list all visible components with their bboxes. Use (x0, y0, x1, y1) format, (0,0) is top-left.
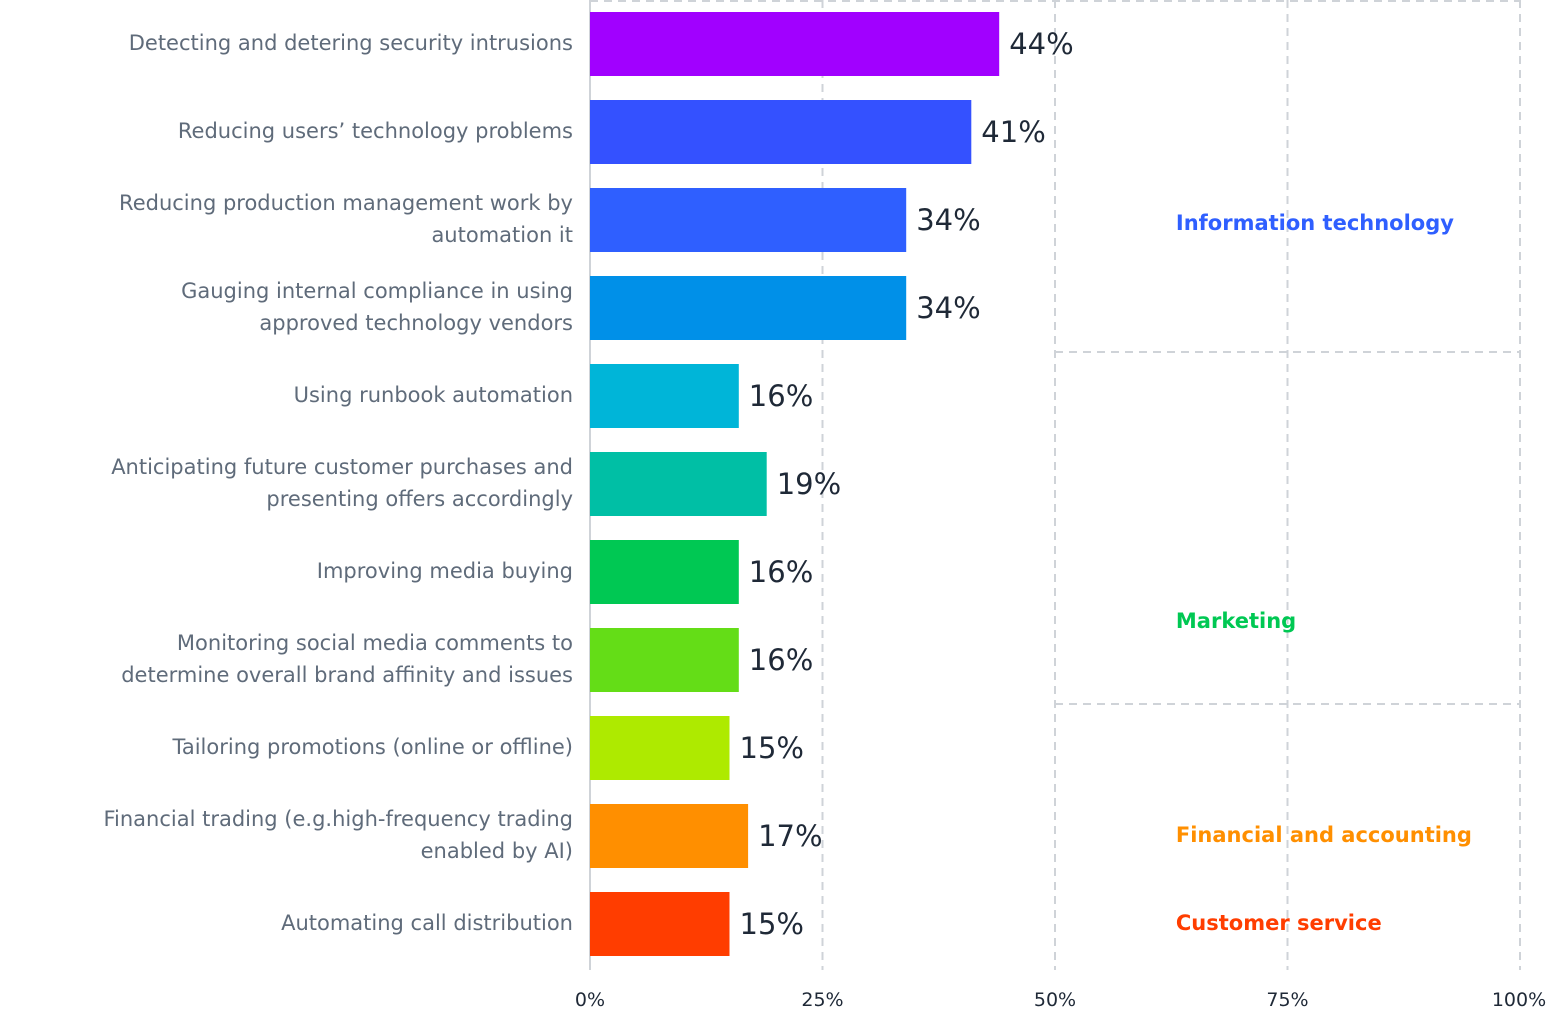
value-label: 44% (1009, 27, 1073, 61)
value-label: 15% (740, 907, 804, 941)
group-labels: Information technology Marketing Financial… (1176, 211, 1472, 935)
category-label: Reducing users’ technology problems (178, 119, 573, 143)
x-tick-label: 75% (1266, 989, 1308, 1011)
value-label: 15% (740, 731, 804, 765)
value-label: 16% (749, 643, 813, 677)
x-tick-label: 25% (801, 989, 843, 1011)
bar (590, 540, 739, 604)
bar (590, 188, 907, 252)
category-label: Detecting and detering security intrusio… (129, 31, 573, 55)
bar (590, 364, 739, 428)
bar (590, 716, 730, 780)
value-label: 34% (916, 291, 980, 325)
group-label: Customer service (1176, 911, 1382, 935)
bar (590, 628, 739, 692)
bar (590, 100, 972, 164)
group-label: Information technology (1176, 211, 1454, 235)
value-label: 16% (749, 555, 813, 589)
category-label: Tailoring promotions (online or offline) (171, 735, 573, 759)
value-label: 34% (916, 203, 980, 237)
category-label: Gauging internal compliance in using appr… (181, 279, 573, 335)
category-label: Reducing production management work by au… (119, 191, 573, 247)
group-label: Financial and accounting (1176, 823, 1472, 847)
category-label: Anticipating future customer purchases a… (111, 455, 573, 511)
value-label: 19% (777, 467, 841, 501)
bar (590, 452, 767, 516)
x-tick-label: 100% (1492, 989, 1546, 1011)
x-tick-label: 0% (575, 989, 605, 1011)
bar (590, 12, 1000, 76)
value-label: 16% (749, 379, 813, 413)
bar (590, 804, 749, 868)
category-label: Financial trading (e.g.high-frequency tr… (103, 807, 573, 863)
bar (590, 892, 730, 956)
group-label: Marketing (1176, 609, 1296, 633)
category-label: Monitoring social media comments to deter… (121, 631, 573, 687)
category-label: Automating call distribution (281, 911, 573, 935)
labels-layer: Detecting and detering security intrusio… (103, 27, 1073, 941)
category-label: Improving media buying (317, 559, 573, 583)
value-label: 17% (758, 819, 822, 853)
category-label: Using runbook automation (294, 383, 573, 407)
bars-layer (590, 12, 1000, 956)
x-tick-label: 50% (1034, 989, 1076, 1011)
x-axis-ticks: 0% 25% 50% 75% 100% (575, 989, 1546, 1011)
value-label: 41% (981, 115, 1045, 149)
bar (590, 276, 907, 340)
